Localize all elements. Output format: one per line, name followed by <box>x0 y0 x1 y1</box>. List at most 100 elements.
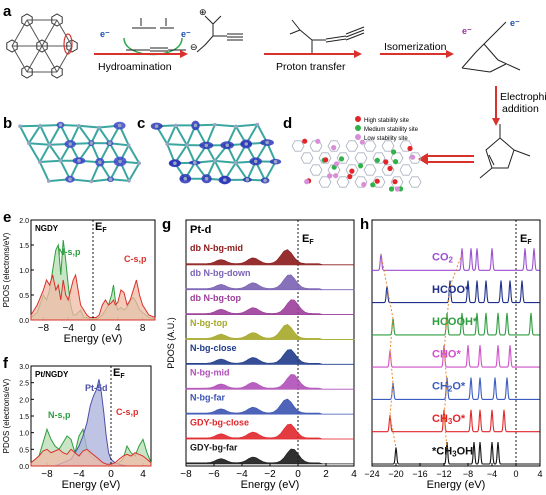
stability-site-atom <box>391 149 397 155</box>
lattice-bond <box>39 125 51 146</box>
stability-site-atom <box>370 182 376 188</box>
lattice-bond <box>235 123 258 128</box>
carbon-ring <box>300 152 314 164</box>
atom <box>127 179 131 183</box>
benzene-ring <box>21 13 33 27</box>
series-label: GDY-bg-far <box>190 442 238 452</box>
label-suffix: OH <box>457 445 474 457</box>
lattice-bond <box>19 125 30 144</box>
x-axis-label: Energy (eV) <box>62 479 121 491</box>
x-axis-label: Energy (eV) <box>64 333 123 345</box>
atom <box>273 159 278 164</box>
atom <box>38 160 42 164</box>
lattice-bond <box>128 162 141 182</box>
pdos-curve <box>185 299 355 315</box>
stability-site-atom <box>315 138 321 144</box>
atom <box>117 123 122 128</box>
lattice-bond <box>98 126 111 144</box>
fermi-subscript: F <box>309 239 314 246</box>
atom <box>46 179 51 183</box>
atom <box>27 141 31 145</box>
series-label: db N-bg-down <box>190 268 250 278</box>
lattice-bond <box>19 124 41 128</box>
y-tick-label: 1.5 <box>19 243 29 250</box>
fermi-subscript: F <box>102 227 107 234</box>
carbon-ring <box>354 176 368 188</box>
electron-charge-4: e⁻ <box>510 18 520 28</box>
carbon-ring <box>363 164 377 176</box>
atom <box>18 124 22 128</box>
atom <box>245 177 250 182</box>
series-label: N-s,p <box>58 247 81 257</box>
pdos-curve <box>185 249 355 266</box>
series-label: CHO* <box>432 348 461 360</box>
lattice-bond <box>167 143 187 147</box>
plus-charge: ⊕ <box>199 7 207 17</box>
stability-site-atom <box>394 186 400 192</box>
y-tick-label: 2.0 <box>19 397 29 404</box>
stability-site-atom <box>407 145 413 152</box>
hydrazine-bonds <box>132 18 174 29</box>
reaction-arrows <box>94 50 500 165</box>
step-electrophilic-addition: Electrophilicaddition <box>500 91 546 115</box>
carbon-ring <box>372 176 386 188</box>
x-tick-label: −2 <box>264 469 276 480</box>
chart-h-adsorbate-pdos: h −24 −20 −16 −12 −8 −4 0 4 Energy (eV) EF CO2 HCOO*… <box>360 216 543 491</box>
series-label: C-s,p <box>116 407 139 417</box>
lattice-bond <box>78 124 100 129</box>
atom <box>47 143 52 147</box>
x-tick-label: 4 <box>115 323 121 334</box>
stability-site-atom <box>333 173 339 179</box>
carbon-ring <box>381 140 395 152</box>
atom <box>185 143 189 147</box>
pyrazole-double-bond <box>488 154 495 166</box>
atom <box>68 177 72 181</box>
carbon-ring <box>336 152 350 164</box>
lattice-bond <box>48 124 62 146</box>
benzene-ring <box>66 39 78 53</box>
stability-site-atom <box>302 138 308 144</box>
series-label: CO2 <box>432 252 454 265</box>
minus-charge: ⊖ <box>190 42 198 52</box>
x-tick-label: −4 <box>487 469 497 479</box>
x-tick-label: 2 <box>323 469 329 480</box>
y-tick-label: 1.0 <box>19 431 29 438</box>
x-tick-label: −4 <box>236 469 248 480</box>
atom <box>108 177 113 182</box>
carbon-ring <box>345 140 359 152</box>
series-label: N-bg-top <box>190 318 228 328</box>
pdos-curve <box>185 374 355 390</box>
atom <box>77 158 81 163</box>
series-label: N-s,p <box>48 410 71 420</box>
chart-f-pt-ngdy-pdos: f −8 −4 0 4 Energy (eV) 0.0 0.5 1.0 1.5 2.0 2.5 3.0 P… <box>2 355 152 491</box>
atom <box>193 160 197 165</box>
fermi-subscript: F <box>120 373 125 380</box>
atom <box>253 159 258 164</box>
x-tick-label: 0 <box>108 469 114 480</box>
atom <box>58 123 63 127</box>
atom <box>255 122 260 127</box>
atom <box>89 141 94 145</box>
pdos-curve <box>185 323 355 340</box>
stability-site-atom <box>410 154 416 160</box>
atom <box>98 160 102 164</box>
lattice-bond <box>214 123 237 128</box>
alkyne-molecule <box>126 47 186 55</box>
y-tick-label: 1.5 <box>19 414 29 421</box>
chart-title: NGDY <box>35 224 59 233</box>
intermediate-3 <box>461 21 521 73</box>
y-tick-label: 2.0 <box>19 218 29 225</box>
benzene-ring <box>6 39 18 53</box>
lattice-bond <box>48 144 62 162</box>
stability-site-atom <box>323 157 329 163</box>
carbon-ring <box>399 164 413 176</box>
lattice-bond <box>27 142 41 163</box>
fermi-level-label: EF <box>113 367 125 380</box>
atom <box>137 161 141 165</box>
fermi-level-label: EF <box>302 233 314 246</box>
series-label: Pt-5d <box>85 383 108 393</box>
reaction-scheme <box>123 15 531 179</box>
intermediate-2 <box>289 19 365 54</box>
label-suffix: O* <box>452 381 466 393</box>
panel-d-label: d <box>283 115 292 132</box>
